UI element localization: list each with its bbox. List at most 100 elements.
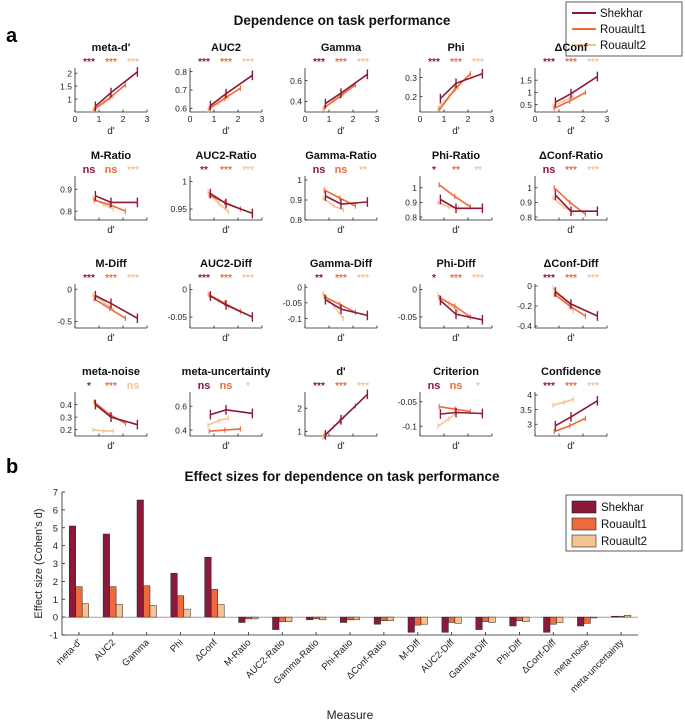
bar-y-axis-label: Effect size (Cohen's d)	[33, 508, 45, 618]
bar-shekhar	[170, 573, 178, 618]
x-axis-label: d'	[452, 441, 460, 452]
significance-marker: ***	[105, 57, 117, 68]
x-axis-label: d'	[452, 126, 460, 137]
bar-shekhar	[340, 616, 348, 623]
y-tick-label: 1	[182, 177, 187, 187]
significance-marker: ***	[313, 57, 325, 68]
significance-marker: **	[452, 165, 460, 176]
x-axis-label: d'	[337, 333, 345, 344]
significance-marker: *	[432, 273, 436, 284]
significance-marker: ***	[543, 381, 555, 392]
y-tick-label: 0.8	[60, 206, 72, 216]
bar-rouault2	[624, 615, 632, 618]
y-tick-label: 0.6	[175, 401, 187, 411]
bar-rouault2	[251, 616, 259, 620]
bar-rouault1	[210, 589, 218, 618]
bar-y-tick-label: -1	[50, 631, 58, 642]
bar-rouault2	[285, 616, 293, 622]
bar-rouault1	[177, 595, 185, 618]
bar-y-tick-label: 7	[53, 488, 58, 499]
panel-b-legend-swatch-rouault2	[571, 534, 597, 548]
bar-rouault2	[353, 616, 361, 621]
x-tick-label: 1	[442, 114, 447, 124]
subplot-delta-conf-diff: ΔConf-Diff *** *** *** -0.4 -0.2 0 d'	[517, 258, 608, 344]
significance-marker: ***	[198, 273, 210, 284]
significance-marker: ***	[428, 57, 440, 68]
bar-rouault1	[143, 585, 151, 618]
x-tick-label: 3	[260, 114, 265, 124]
x-axis-label: d'	[107, 126, 115, 137]
y-tick-label: 0	[182, 285, 187, 295]
bar-shekhar	[238, 616, 246, 623]
y-tick-label: 0.8	[405, 212, 417, 222]
y-tick-label: 0.9	[520, 198, 532, 208]
bar-shekhar	[102, 533, 110, 618]
bar-y-tick-label: 6	[53, 505, 58, 516]
significance-marker: ***	[565, 381, 577, 392]
bar-shekhar	[272, 616, 280, 630]
subplot-title: meta-uncertainty	[182, 366, 272, 378]
y-tick-label: -0.1	[287, 314, 302, 324]
bar-rouault1	[380, 616, 388, 621]
subplot-title: meta-d'	[92, 42, 131, 54]
x-axis-label: d'	[222, 225, 230, 236]
subplot-gamma: Gamma *** *** *** 0.4 0.6 0 1 2 3 d'	[290, 42, 379, 137]
significance-marker: **	[200, 165, 208, 176]
y-tick-label: 0.2	[60, 425, 72, 435]
significance-marker: ***	[335, 57, 347, 68]
x-axis-label: d'	[337, 126, 345, 137]
x-axis-label: d'	[107, 333, 115, 344]
x-tick-label: 0	[188, 114, 193, 124]
bar-shekhar	[577, 616, 585, 627]
bar-shekhar	[407, 616, 415, 633]
bar-rouault1	[515, 616, 523, 621]
x-tick-label: 2	[121, 114, 126, 124]
significance-marker: ns	[198, 380, 211, 392]
x-tick-label: 1	[327, 114, 332, 124]
bar-y-tick-label: 0	[53, 613, 58, 624]
bar-rouault2	[115, 604, 123, 618]
bar-shekhar	[611, 615, 619, 618]
significance-marker: ***	[472, 57, 484, 68]
subplot-title: ΔConf-Diff	[544, 258, 599, 270]
subplot-title: AUC2-Diff	[200, 258, 252, 270]
subplot-delta-conf: ΔConf*** *** ***0.511.50 1 2 3d'	[520, 42, 609, 137]
y-tick-label: 0.3	[405, 73, 417, 83]
significance-marker: ***	[127, 165, 139, 176]
bar-rouault2	[590, 616, 598, 619]
subplot-auc2-diff: AUC2-Diff *** *** *** -0.05 0 d'	[168, 258, 263, 344]
x-axis-label: d'	[567, 441, 575, 452]
x-tick-label: 0	[73, 114, 78, 124]
subplot-meta-d: meta-d'*** *** ***11.520 1 2 3d'	[60, 42, 149, 137]
significance-marker: ***	[587, 165, 599, 176]
subplot-title: AUC2	[211, 42, 241, 54]
significance-marker: ***	[313, 381, 325, 392]
y-tick-label: -0.05	[283, 298, 303, 308]
y-tick-label: 0.4	[60, 400, 72, 410]
panel-b-label: b	[6, 456, 18, 478]
x-tick-label: 3	[375, 114, 380, 124]
significance-marker: **	[359, 165, 367, 176]
significance-marker: *	[432, 165, 436, 176]
bar-rouault2	[488, 616, 496, 623]
y-tick-label: -0.05	[398, 397, 418, 407]
y-tick-label: 0.8	[520, 212, 532, 222]
significance-marker: ***	[357, 57, 369, 68]
x-axis-label: d'	[567, 126, 575, 137]
x-axis-label: d'	[567, 225, 575, 236]
significance-marker: ***	[543, 57, 555, 68]
bar-rouault1	[617, 615, 625, 618]
subplot-title: Gamma	[321, 42, 362, 54]
subplot-phi: Phi *** *** *** 0.2 0.3 0 1 2 3 d'	[405, 42, 494, 137]
bar-rouault2	[522, 616, 530, 622]
panel-b-legend-swatch-rouault1	[571, 517, 597, 531]
significance-marker: ***	[335, 273, 347, 284]
y-tick-label: 0	[297, 282, 302, 292]
bar-rouault1	[482, 616, 490, 622]
panel-a-legend-label-rouault1: Rouault1	[600, 24, 646, 36]
x-axis-label: d'	[452, 333, 460, 344]
subplot-title: meta-noise	[82, 366, 140, 378]
subplot-criterion: Criterion ns ns * -0.1 -0.05 d'	[398, 366, 493, 452]
x-tick-label: 2	[581, 114, 586, 124]
subplot-d: d' *** *** *** 1 2 d'	[297, 366, 378, 452]
